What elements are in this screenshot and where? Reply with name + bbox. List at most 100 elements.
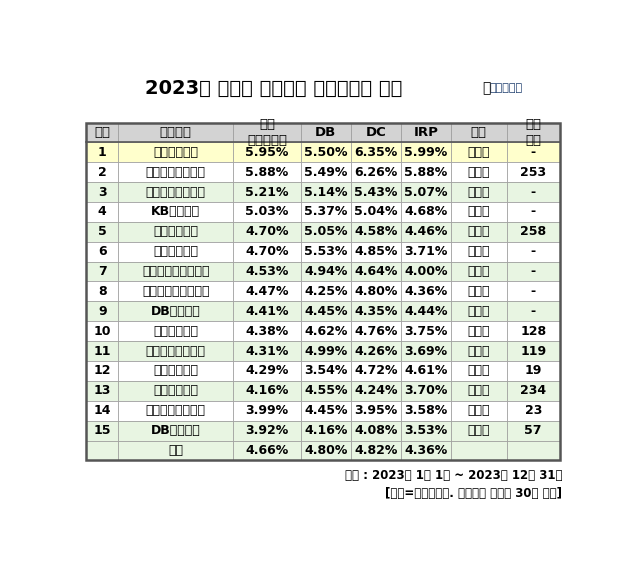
Text: 동양생명보험: 동양생명보험: [153, 225, 198, 238]
Bar: [301, 142, 351, 162]
Text: 현대해상화재보험: 현대해상화재보험: [146, 345, 206, 357]
Bar: [401, 302, 451, 321]
Bar: [301, 381, 351, 401]
Bar: [401, 321, 451, 341]
Bar: [86, 123, 118, 142]
Bar: [301, 123, 351, 142]
Text: -: -: [530, 245, 536, 258]
Text: 5: 5: [98, 225, 106, 238]
Bar: [86, 282, 118, 302]
Bar: [351, 381, 401, 401]
Text: 15: 15: [93, 424, 111, 437]
Bar: [451, 242, 507, 262]
Bar: [401, 440, 451, 460]
Text: -: -: [530, 185, 536, 199]
Text: 4.55%: 4.55%: [304, 384, 348, 397]
Bar: [401, 420, 451, 440]
Bar: [451, 262, 507, 282]
Bar: [401, 341, 451, 361]
Text: -: -: [530, 265, 536, 278]
Bar: [507, 302, 559, 321]
Text: 3.92%: 3.92%: [245, 424, 289, 437]
Bar: [351, 222, 401, 242]
Text: 3.69%: 3.69%: [404, 345, 447, 357]
Text: 119: 119: [520, 345, 546, 357]
Text: 2023년 보험사 퇴직연금 운용수익률 순위: 2023년 보험사 퇴직연금 운용수익률 순위: [146, 79, 403, 97]
Text: 4.29%: 4.29%: [245, 365, 289, 377]
Bar: [351, 361, 401, 381]
Text: 4.76%: 4.76%: [354, 325, 398, 337]
Text: 5.07%: 5.07%: [404, 185, 447, 199]
Bar: [86, 242, 118, 262]
Bar: [301, 420, 351, 440]
Text: 4.16%: 4.16%: [304, 424, 348, 437]
Text: 4.38%: 4.38%: [245, 325, 289, 337]
Text: 아이비케이연금보험: 아이비케이연금보험: [142, 265, 210, 278]
Text: 5.53%: 5.53%: [304, 245, 348, 258]
Text: IRP: IRP: [413, 126, 438, 139]
Bar: [401, 282, 451, 302]
Text: 4.58%: 4.58%: [354, 225, 398, 238]
Text: 비상장: 비상장: [467, 185, 490, 199]
Bar: [351, 202, 401, 222]
Bar: [118, 401, 233, 420]
Bar: [301, 242, 351, 262]
Text: DB생명보험: DB생명보험: [151, 305, 201, 318]
Text: 코스피: 코스피: [467, 365, 490, 377]
Bar: [233, 182, 301, 202]
Bar: [507, 162, 559, 182]
Text: 순위: 순위: [94, 126, 110, 139]
Bar: [233, 420, 301, 440]
Text: 4.00%: 4.00%: [404, 265, 447, 278]
Bar: [86, 302, 118, 321]
Text: DC: DC: [365, 126, 386, 139]
Text: 4.08%: 4.08%: [354, 424, 398, 437]
Bar: [233, 302, 301, 321]
Text: 미래에셋생명보험: 미래에셋생명보험: [146, 166, 206, 179]
Text: 3.54%: 3.54%: [304, 365, 348, 377]
Text: 비상장: 비상장: [467, 245, 490, 258]
Bar: [301, 262, 351, 282]
Text: 코스피: 코스피: [467, 166, 490, 179]
Text: 4.85%: 4.85%: [354, 245, 398, 258]
Text: 신한라이프생명보험: 신한라이프생명보험: [142, 285, 210, 298]
Bar: [233, 440, 301, 460]
Bar: [507, 262, 559, 282]
Bar: [401, 142, 451, 162]
Bar: [451, 182, 507, 202]
Bar: [507, 242, 559, 262]
Text: KB손해보험: KB손해보험: [151, 205, 200, 218]
Text: 비상장: 비상장: [467, 265, 490, 278]
Text: 4.94%: 4.94%: [304, 265, 348, 278]
Text: 코스피: 코스피: [467, 404, 490, 417]
Bar: [401, 202, 451, 222]
Bar: [86, 381, 118, 401]
Bar: [233, 142, 301, 162]
Text: 평균: 평균: [168, 444, 183, 457]
Text: 푸본현대생명보험: 푸본현대생명보험: [146, 185, 206, 199]
Text: 19: 19: [525, 365, 542, 377]
Text: 4.36%: 4.36%: [404, 285, 447, 298]
Bar: [118, 142, 233, 162]
Bar: [86, 420, 118, 440]
Text: 4.70%: 4.70%: [245, 245, 289, 258]
Text: [자료=버핏연구소. 시가총액 순위는 30일 기준]: [자료=버핏연구소. 시가총액 순위는 30일 기준]: [385, 486, 562, 500]
Text: 4.41%: 4.41%: [245, 305, 289, 318]
Text: 3.70%: 3.70%: [404, 384, 447, 397]
Bar: [118, 123, 233, 142]
Text: 4.70%: 4.70%: [245, 225, 289, 238]
Text: 코스피: 코스피: [467, 225, 490, 238]
Text: -: -: [530, 205, 536, 218]
Bar: [118, 302, 233, 321]
Text: 5.88%: 5.88%: [245, 166, 289, 179]
Text: 3.75%: 3.75%: [404, 325, 447, 337]
Bar: [507, 440, 559, 460]
Bar: [118, 182, 233, 202]
Text: 3: 3: [98, 185, 106, 199]
Text: 4.24%: 4.24%: [354, 384, 398, 397]
Bar: [86, 123, 559, 460]
Text: 4.72%: 4.72%: [354, 365, 398, 377]
Bar: [351, 420, 401, 440]
Bar: [351, 162, 401, 182]
Bar: [451, 321, 507, 341]
